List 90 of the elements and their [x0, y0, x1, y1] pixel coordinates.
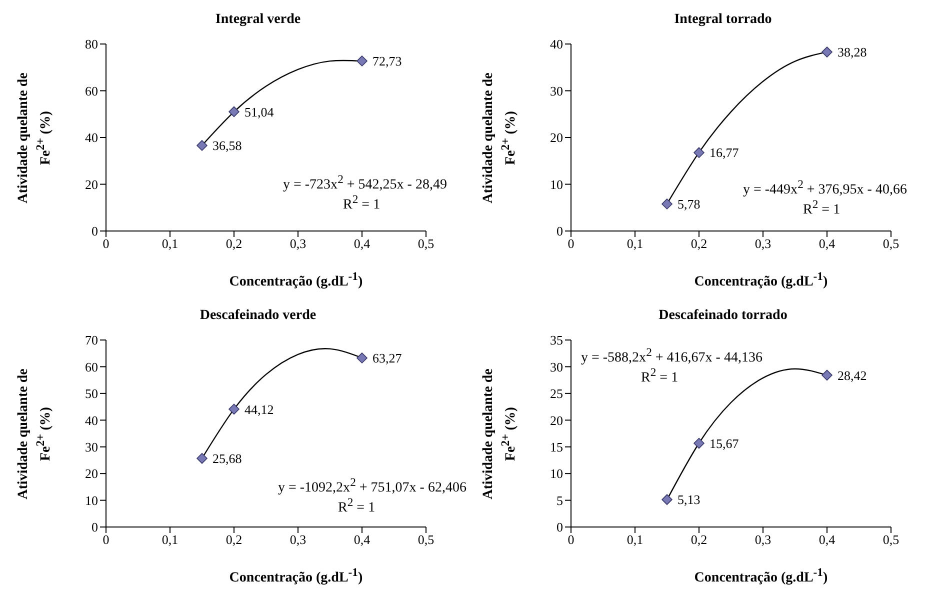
y-tick-label: 15 [550, 439, 563, 454]
data-label: 36,58 [212, 138, 242, 154]
x-tick-label: 0,4 [354, 236, 371, 252]
x-axis-title: Concentração (g.dL$^{-1}$) [693, 270, 829, 291]
point [662, 494, 672, 505]
y-tick-label: 5 [556, 492, 563, 508]
x-tick-label: 0,1 [626, 532, 644, 548]
x-tick-label: 0,3 [754, 236, 772, 252]
data-label: 5,13 [678, 492, 700, 508]
y-tick-label: 70 [85, 332, 98, 348]
point [694, 438, 704, 449]
x-axis-title: Concentração (g.dL$^{-1}$) [228, 270, 364, 291]
x-tick-label: 0,1 [626, 236, 644, 252]
chart-title: Integral torrado [673, 12, 773, 28]
data-label: 25,68 [212, 451, 242, 466]
y-tick-label: 0 [92, 224, 98, 239]
y-tick-label: 20 [550, 130, 563, 146]
y-tick-label: 0 [556, 224, 563, 239]
y-tick-label: 60 [85, 83, 98, 98]
data-label: 28,42 [838, 368, 867, 383]
chart-title: Descafeinado verde [198, 308, 318, 324]
x-tick-label: 0,5 [418, 236, 434, 252]
x-tick-label: 0,4 [818, 532, 836, 548]
y-tick-label: 20 [550, 412, 563, 428]
x-tick-label: 0,1 [162, 532, 178, 548]
annotation: y = -449x$^{2}$ + 376,95x - 40,66 [743, 178, 907, 199]
y-tick-label: 40 [85, 130, 98, 146]
point [356, 352, 368, 364]
data-label: 16,77 [710, 145, 740, 160]
x-tick-label: 0 [102, 532, 110, 548]
y-tick-label: 40 [550, 36, 563, 52]
y-tick-label: 30 [550, 83, 563, 98]
x-tick-label: 0,2 [690, 532, 708, 548]
y-tick-label: 35 [550, 332, 563, 348]
x-tick-label: 0 [102, 236, 110, 252]
chart-title: Descafeinado torrado [658, 308, 788, 324]
chart-title: Integral verde [214, 12, 302, 28]
x-tick-label: 0,5 [418, 532, 434, 548]
y-tick-label: 10 [550, 466, 563, 482]
point [196, 453, 208, 464]
y-tick-label: 50 [85, 386, 98, 402]
x-tick-label: 0,2 [690, 236, 708, 252]
x-tick-label: 0,4 [354, 532, 371, 548]
point [196, 140, 208, 151]
data-label: 38,28 [838, 44, 867, 60]
point [356, 56, 368, 66]
y-tick-label: 30 [550, 359, 563, 374]
x-tick-label: 0,4 [818, 236, 836, 252]
x-tick-label: 0 [568, 532, 574, 548]
y-tick-label: 80 [85, 36, 98, 52]
data-label: 44,12 [244, 402, 274, 417]
point [822, 46, 832, 58]
annotation: R$^{2}$ = 1 [343, 193, 380, 214]
x-axis-title: Concentração (g.dL$^{-1}$) [228, 566, 364, 587]
annotation: R$^{2}$ = 1 [641, 366, 678, 387]
x-tick-label: 0,3 [754, 532, 772, 548]
y-tick-label: 25 [550, 386, 563, 402]
annotation: R$^{2}$ = 1 [803, 198, 840, 219]
data-label: 72,73 [372, 54, 402, 69]
x-axis-title: Concentração (g.dL$^{-1}$) [693, 566, 829, 587]
y-tick-label: 20 [85, 176, 98, 192]
y-tick-label: 10 [85, 492, 98, 508]
x-tick-label: 0,2 [226, 236, 242, 252]
x-tick-label: 0,5 [882, 532, 900, 548]
point [822, 370, 832, 381]
y-tick-label: 40 [85, 412, 98, 428]
point [694, 147, 704, 158]
annotation: y = -588,2x$^{2}$ + 416,67x - 44,136 [581, 346, 762, 367]
y-tick-label: 20 [85, 466, 98, 482]
data-label: 5,78 [678, 196, 700, 212]
y-tick-label: 0 [92, 520, 98, 535]
point [228, 404, 240, 415]
annotation: y = -1092,2x$^{2}$ + 751,07x - 62,406 [278, 476, 466, 497]
point [662, 198, 672, 210]
x-tick-label: 0,3 [290, 236, 306, 252]
y-tick-label: 60 [85, 359, 98, 374]
annotation: R$^{2}$ = 1 [338, 496, 376, 517]
x-tick-label: 0,2 [226, 532, 242, 548]
y-tick-label: 30 [85, 439, 98, 454]
y-tick-label: 10 [550, 176, 563, 192]
x-tick-label: 0,1 [162, 236, 178, 252]
annotation: y = -723x$^{2}$ + 542,25x - 28,49 [283, 173, 447, 194]
data-label: 51,04 [244, 104, 274, 120]
data-label: 63,27 [372, 350, 402, 366]
x-tick-label: 0,5 [882, 236, 900, 252]
point [228, 106, 240, 118]
y-tick-label: 0 [556, 520, 563, 535]
x-tick-label: 0,3 [290, 532, 306, 548]
data-label: 15,67 [710, 436, 740, 451]
x-tick-label: 0 [568, 236, 574, 252]
